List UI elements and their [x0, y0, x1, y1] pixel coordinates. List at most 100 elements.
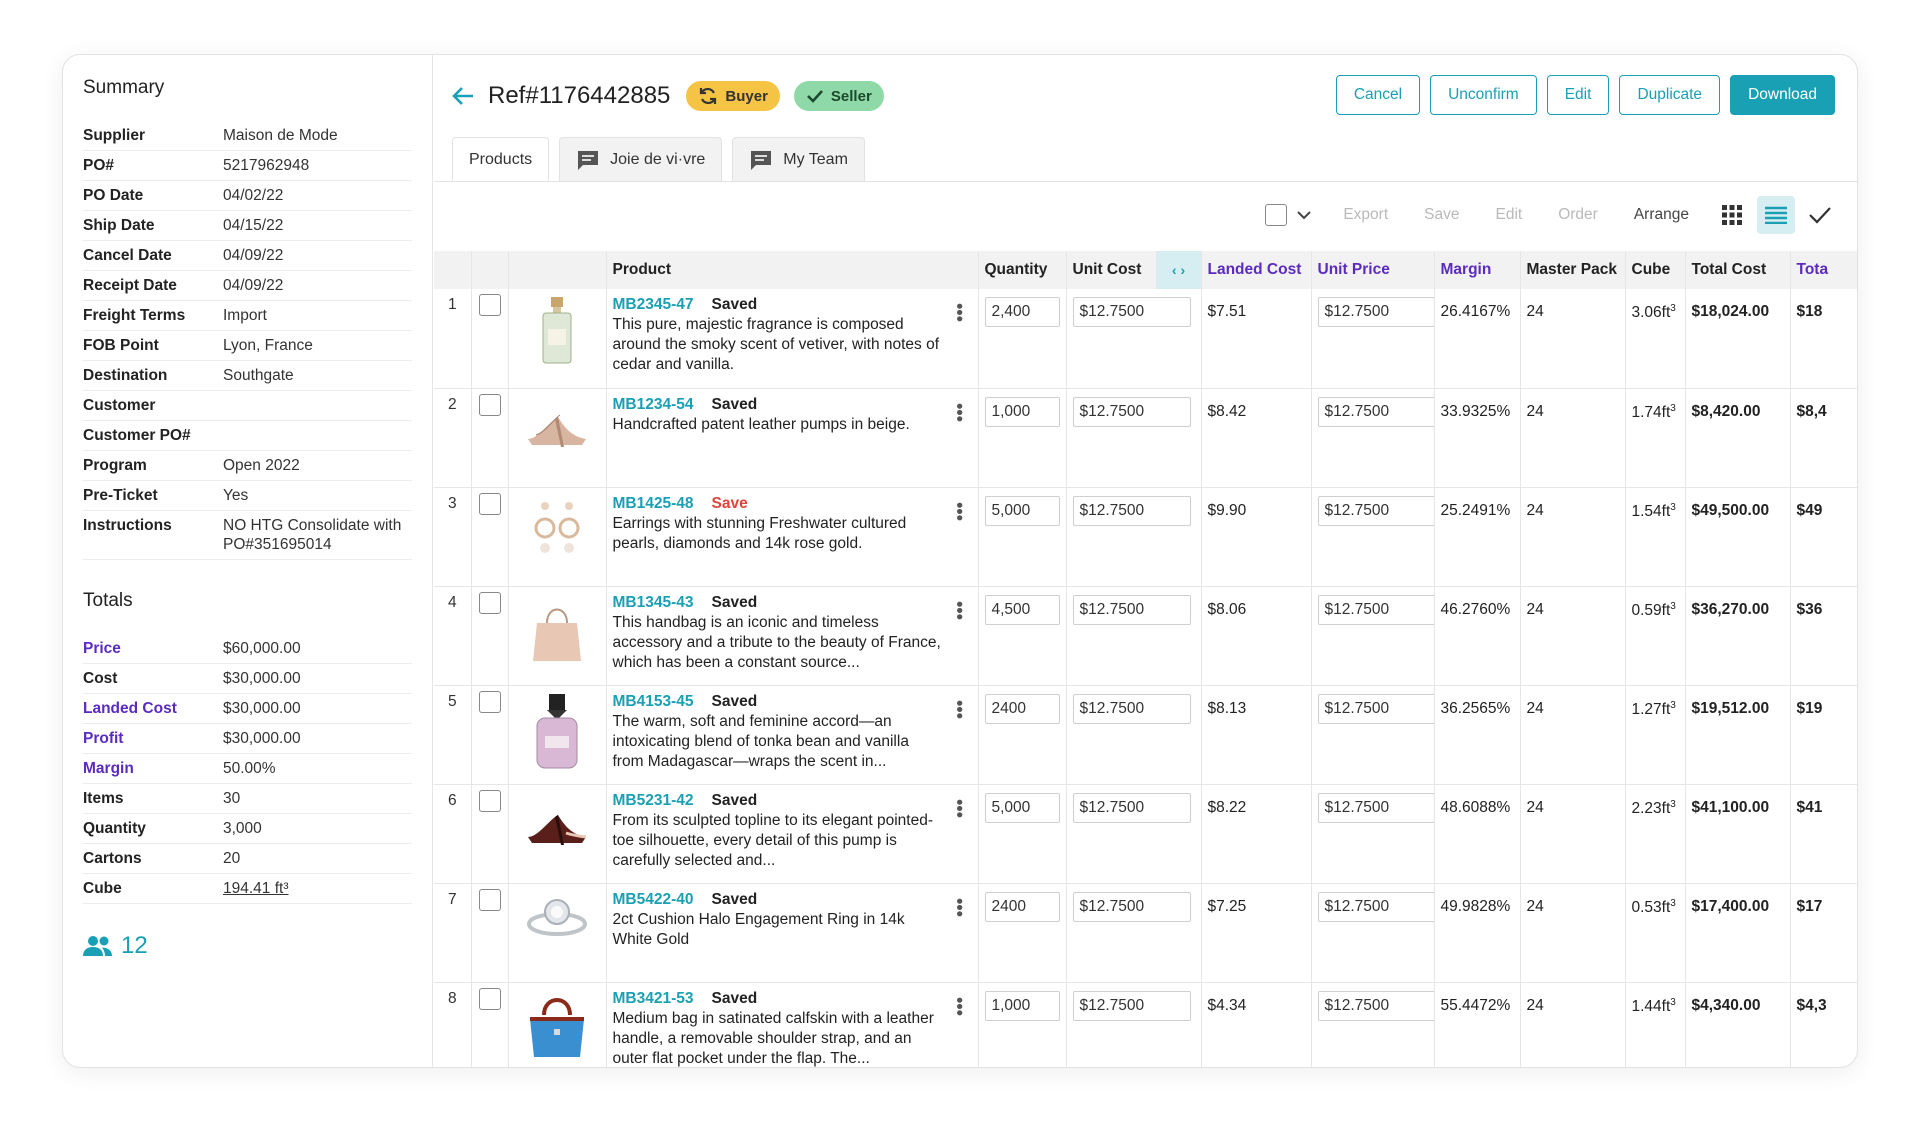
table-row[interactable]: 4 MB1345-43 Saved This handbag is an icon…: [434, 586, 1857, 686]
column-scroll-arrows[interactable]: ‹ ›: [1156, 251, 1202, 289]
product-image[interactable]: [508, 289, 607, 389]
col-margin[interactable]: Margin: [1434, 251, 1521, 289]
col-total[interactable]: Tota: [1790, 251, 1857, 289]
row-checkbox[interactable]: [478, 492, 501, 515]
unconfirm-button[interactable]: Unconfirm: [1430, 75, 1537, 115]
list-view-button[interactable]: [1757, 196, 1795, 234]
quantity-input[interactable]: 2,400: [984, 297, 1060, 327]
landed-cost-value: $8.22: [1201, 784, 1312, 884]
export-button[interactable]: Export: [1343, 206, 1389, 223]
product-image[interactable]: [508, 388, 607, 488]
product-code-link[interactable]: MB5422-40: [612, 890, 694, 908]
back-arrow-icon[interactable]: [452, 86, 474, 106]
col-master-pack[interactable]: Master Pack: [1520, 251, 1626, 289]
unit-cost-cell: $12.7500: [1066, 883, 1202, 983]
more-options-icon[interactable]: •••: [949, 897, 970, 917]
chevron-down-icon[interactable]: [1291, 208, 1317, 222]
col-total-cost[interactable]: Total Cost: [1685, 251, 1791, 289]
col-quantity[interactable]: Quantity: [978, 251, 1067, 289]
product-image[interactable]: [508, 685, 607, 785]
more-options-icon[interactable]: •••: [949, 996, 970, 1016]
table-row[interactable]: 6 MB5231-42 Saved From its sculpted topli…: [434, 784, 1857, 884]
unit-cost-input[interactable]: $12.7500: [1072, 396, 1191, 427]
row-checkbox[interactable]: [478, 591, 501, 614]
totals-value[interactable]: 194.41 ft³: [223, 880, 289, 897]
row-checkbox[interactable]: [478, 987, 501, 1010]
product-image[interactable]: [508, 784, 607, 884]
unit-price-input[interactable]: $12.7500: [1317, 396, 1433, 427]
unit-cost-input[interactable]: $12.7500: [1072, 990, 1191, 1021]
more-options-icon[interactable]: •••: [949, 699, 970, 719]
product-code-link[interactable]: MB3421-53: [612, 989, 694, 1007]
product-image[interactable]: [508, 883, 607, 983]
table-row[interactable]: 1 MB2345-47 Saved This pure, majestic fra…: [434, 289, 1857, 389]
toolbar-edit-button[interactable]: Edit: [1495, 206, 1523, 223]
main-panel: Ref#1176442885 Buyer Seller Cancel Uncon…: [434, 55, 1857, 1067]
team-members[interactable]: 12: [83, 932, 412, 960]
col-cube[interactable]: Cube: [1625, 251, 1686, 289]
row-checkbox[interactable]: [478, 393, 501, 416]
row-checkbox[interactable]: [478, 888, 501, 911]
quantity-input[interactable]: 1,000: [984, 990, 1060, 1021]
more-options-icon[interactable]: •••: [949, 501, 970, 521]
more-options-icon[interactable]: •••: [949, 600, 970, 620]
unit-cost-input[interactable]: $12.7500: [1072, 297, 1191, 327]
order-button[interactable]: Order: [1558, 206, 1598, 223]
unit-price-input[interactable]: $12.7500: [1317, 990, 1433, 1021]
table-row[interactable]: 3 MB1425-48 Save Earrings with stunning F…: [434, 487, 1857, 587]
select-all-checkbox[interactable]: [1265, 204, 1288, 226]
tab-my-team[interactable]: My Team: [732, 137, 865, 181]
table-row[interactable]: 2 MB1234-54 Saved Handcrafted patent leat…: [434, 388, 1857, 488]
row-checkbox[interactable]: [478, 690, 501, 713]
product-image[interactable]: [508, 487, 607, 587]
save-button[interactable]: Save: [1424, 206, 1460, 223]
more-options-icon[interactable]: •••: [949, 402, 970, 422]
more-options-icon[interactable]: •••: [949, 303, 970, 322]
arrange-button[interactable]: Arrange: [1633, 206, 1689, 223]
unit-price-input[interactable]: $12.7500: [1317, 891, 1433, 922]
totals-label: Cube: [83, 880, 122, 897]
product-code-link[interactable]: MB1234-54: [612, 395, 694, 413]
table-row[interactable]: 8 MB3421-53 Saved Medium bag in satinated…: [434, 982, 1857, 1067]
cancel-button[interactable]: Cancel: [1335, 75, 1421, 115]
tab-products[interactable]: Products: [452, 137, 550, 181]
unit-cost-input[interactable]: $12.7500: [1072, 495, 1191, 526]
product-code-link[interactable]: MB1425-48: [612, 494, 694, 512]
product-code-link[interactable]: MB1345-43: [612, 593, 694, 611]
quantity-input[interactable]: 1,000: [984, 396, 1060, 427]
duplicate-button[interactable]: Duplicate: [1619, 75, 1721, 115]
unit-price-input[interactable]: $12.7500: [1317, 594, 1433, 625]
col-unit-price[interactable]: Unit Price: [1311, 251, 1435, 289]
table-row[interactable]: 7 MB5422-40 Saved 2ct Cushion Halo Engage…: [434, 883, 1857, 983]
quantity-input[interactable]: 4,500: [984, 594, 1060, 625]
row-checkbox[interactable]: [478, 789, 501, 812]
quantity-input[interactable]: 2400: [984, 693, 1060, 724]
confirm-view-button[interactable]: [1801, 196, 1839, 234]
table-row[interactable]: 5 MB4153-45 Saved The warm, soft and femi…: [434, 685, 1857, 785]
quantity-input[interactable]: 2400: [984, 891, 1060, 922]
unit-price-input[interactable]: $12.7500: [1317, 495, 1433, 526]
product-code-link[interactable]: MB2345-47: [612, 296, 694, 313]
col-product[interactable]: Product: [606, 251, 979, 289]
unit-cost-input[interactable]: $12.7500: [1072, 693, 1191, 724]
unit-price-input[interactable]: $12.7500: [1317, 297, 1433, 327]
unit-cost-input[interactable]: $12.7500: [1072, 594, 1191, 625]
product-code-link[interactable]: MB4153-45: [612, 692, 694, 710]
grid-view-button[interactable]: [1713, 196, 1751, 234]
unit-price-input[interactable]: $12.7500: [1317, 792, 1433, 823]
row-checkbox[interactable]: [478, 294, 501, 316]
product-image[interactable]: [508, 586, 607, 686]
download-button[interactable]: Download: [1730, 75, 1835, 115]
quantity-input[interactable]: 5,000: [984, 495, 1060, 526]
unit-cost-input[interactable]: $12.7500: [1072, 792, 1191, 823]
edit-button[interactable]: Edit: [1546, 75, 1610, 115]
unit-cost-input[interactable]: $12.7500: [1072, 891, 1191, 922]
quantity-input[interactable]: 5,000: [984, 792, 1060, 823]
more-options-icon[interactable]: •••: [949, 798, 970, 818]
unit-price-input[interactable]: $12.7500: [1317, 693, 1433, 724]
col-landed-cost[interactable]: Landed Cost: [1201, 251, 1312, 289]
product-code-link[interactable]: MB5231-42: [612, 791, 694, 809]
tab-joie-de-vivre[interactable]: Joie de vi·vre: [559, 137, 723, 181]
product-image[interactable]: [508, 982, 607, 1067]
col-unit-cost[interactable]: Unit Cost: [1066, 251, 1157, 289]
